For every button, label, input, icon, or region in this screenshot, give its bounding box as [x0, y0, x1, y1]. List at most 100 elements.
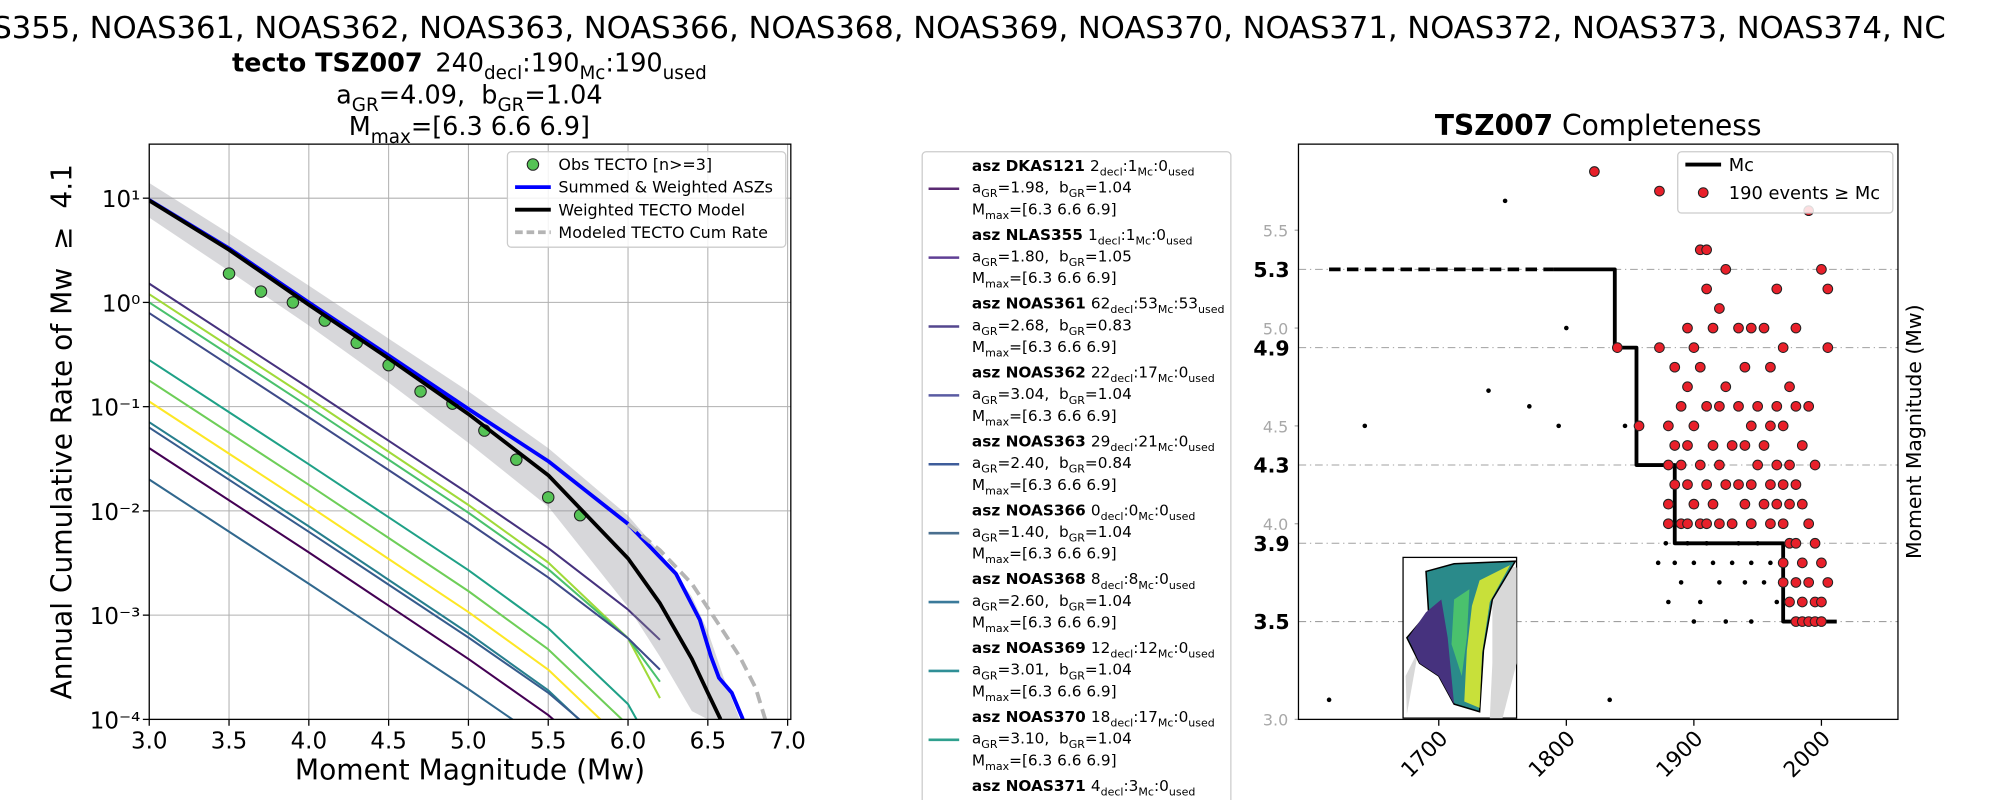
text-part: M — [972, 269, 985, 287]
text-part: , — [1044, 385, 1059, 403]
text-part: 0 — [1158, 157, 1168, 175]
text-part: max — [371, 127, 411, 148]
text-part: GR — [352, 95, 379, 116]
text-part: : — [1124, 777, 1129, 795]
data-point — [1784, 381, 1795, 393]
text-part: = — [1085, 247, 1098, 265]
text-part: 1.04 — [1098, 179, 1132, 197]
rich-text: Mmax=[6.3 6.6 6.9] — [972, 269, 1117, 291]
rich-text: Mmax=[6.3 6.6 6.9] — [972, 545, 1117, 567]
text-part: a — [972, 661, 981, 679]
inset-zone — [1451, 589, 1470, 677]
text-part: 0.84 — [1098, 454, 1132, 472]
data-line — [149, 478, 515, 720]
text-part: , — [1044, 316, 1059, 334]
x-tick-label: 1800 — [1524, 726, 1581, 783]
data-point — [1790, 479, 1802, 490]
text-part: : — [605, 48, 614, 78]
text-part: = — [1009, 269, 1022, 287]
data-point — [1707, 498, 1719, 510]
data-point — [1622, 423, 1628, 429]
text-part: max — [985, 209, 1009, 222]
data-point — [414, 385, 427, 398]
data-point — [1666, 599, 1671, 605]
data-point — [1654, 185, 1665, 197]
text-part: , — [1044, 661, 1059, 679]
rich-text: tecto TSZ007 240decl:190Mc:190used — [232, 48, 707, 84]
text-part: = — [1009, 751, 1022, 769]
text-part: used — [1166, 234, 1193, 247]
rich-text: aGR=4.09, bGR=1.04 — [336, 80, 602, 116]
text-part: Mc — [579, 63, 605, 84]
legend-label: Modeled TECTO Cum Rate — [558, 223, 767, 242]
rich-text: asz NOAS363 29decl:21Mc:0used — [972, 432, 1215, 454]
text-part: Mc — [1158, 648, 1174, 661]
text-part: 3.01 — [1010, 661, 1044, 679]
text-part: decl — [1110, 717, 1133, 730]
data-line — [149, 301, 661, 683]
text-part: : — [1123, 157, 1128, 175]
text-part: : — [1133, 432, 1138, 450]
x-tick-label: 1900 — [1652, 726, 1709, 783]
text-part: 0 — [1159, 501, 1169, 519]
text-part: = — [998, 179, 1011, 197]
data-point — [1768, 560, 1773, 566]
rich-text: Mmax=[6.3 6.6 6.9] — [349, 112, 590, 148]
text-part: = — [1085, 316, 1098, 334]
text-part: GR — [981, 738, 998, 751]
text-part: = — [998, 661, 1011, 679]
data-point — [1694, 459, 1706, 471]
text-part: : — [1124, 501, 1129, 519]
text-part: asz NOAS366 — [972, 501, 1086, 519]
text-part: 1 — [1126, 226, 1136, 244]
text-part: M — [972, 545, 985, 563]
rich-text: aGR=1.40, bGR=1.04 — [972, 523, 1132, 545]
text-part: [6.3 6.6 6.9] — [1022, 407, 1117, 425]
text-part: b — [1059, 592, 1069, 610]
text-part: : — [1173, 432, 1178, 450]
text-part: 1.04 — [1098, 385, 1132, 403]
text-part: 1 — [1088, 226, 1098, 244]
data-point — [1796, 557, 1808, 569]
text-part: 12 — [1138, 639, 1157, 657]
text-part: = — [1009, 338, 1022, 356]
text-part: asz NOAS371 — [972, 777, 1086, 795]
text-part: M — [972, 200, 985, 218]
rich-text: Mmax=[6.3 6.6 6.9] — [972, 614, 1117, 636]
text-part: max — [985, 484, 1009, 497]
data-point — [1720, 381, 1732, 393]
text-part: : — [1154, 501, 1159, 519]
text-part: 3 — [1129, 777, 1139, 795]
y-tick-label: 10⁻¹ — [90, 396, 141, 422]
text-part: 29 — [1091, 432, 1110, 450]
data-line — [149, 198, 723, 720]
data-point — [1688, 498, 1700, 510]
text-part: [6.3 6.6 6.9] — [1022, 338, 1117, 356]
text-part: asz NOAS363 — [972, 432, 1086, 450]
plot-background — [1298, 144, 1898, 720]
y-tick-label: 10⁻³ — [90, 604, 141, 630]
text-part: 17 — [1138, 364, 1157, 382]
text-part: used — [1169, 579, 1196, 592]
data-point — [1669, 479, 1681, 490]
data-point — [1774, 599, 1780, 605]
data-point — [1733, 479, 1744, 490]
data-point — [1502, 198, 1508, 204]
text-part: = — [1009, 407, 1022, 425]
mc-tick-label: 5.3 — [1253, 258, 1289, 282]
data-point — [1822, 283, 1834, 295]
legend-marker — [1697, 187, 1709, 198]
text-part: 3.04 — [1010, 385, 1044, 403]
data-point — [1607, 697, 1612, 703]
text-part: a — [972, 247, 981, 265]
text-part: : — [522, 48, 531, 78]
x-axis-label: Moment Magnitude (Mw) — [295, 753, 645, 786]
data-line — [626, 522, 768, 720]
uncertainty-band — [149, 182, 740, 720]
data-point — [1701, 244, 1712, 256]
rich-text: Mmax=[6.3 6.6 6.9] — [972, 476, 1117, 498]
data-point — [1714, 400, 1725, 412]
data-point — [1682, 381, 1693, 393]
text-part: M — [972, 751, 985, 769]
data-point — [1694, 361, 1706, 373]
